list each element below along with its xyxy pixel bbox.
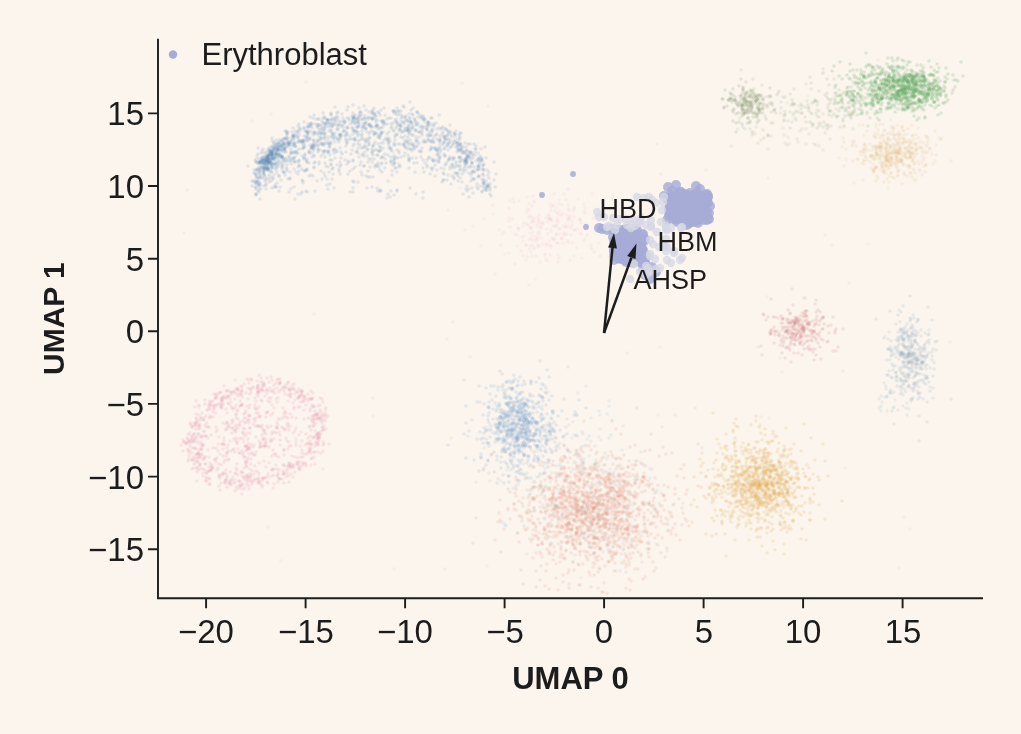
svg-text:−10: −10 bbox=[88, 459, 144, 496]
svg-text:0: 0 bbox=[126, 313, 144, 350]
svg-text:15: 15 bbox=[885, 613, 922, 650]
svg-text:−15: −15 bbox=[278, 613, 334, 650]
svg-text:15: 15 bbox=[107, 95, 144, 132]
svg-text:−10: −10 bbox=[377, 613, 433, 650]
svg-text:−5: −5 bbox=[106, 386, 144, 423]
svg-text:HBM: HBM bbox=[658, 227, 718, 257]
svg-text:−5: −5 bbox=[486, 613, 524, 650]
svg-text:10: 10 bbox=[107, 168, 144, 205]
svg-text:5: 5 bbox=[695, 613, 713, 650]
svg-text:0: 0 bbox=[595, 613, 613, 650]
svg-text:10: 10 bbox=[785, 613, 822, 650]
svg-text:UMAP 0: UMAP 0 bbox=[512, 661, 629, 696]
svg-text:Erythroblast: Erythroblast bbox=[202, 37, 368, 72]
svg-text:HBD: HBD bbox=[600, 194, 657, 224]
svg-text:UMAP 1: UMAP 1 bbox=[37, 262, 70, 375]
svg-text:−15: −15 bbox=[88, 531, 144, 568]
svg-text:5: 5 bbox=[126, 241, 144, 278]
svg-text:−20: −20 bbox=[178, 613, 234, 650]
svg-text:AHSP: AHSP bbox=[634, 265, 708, 295]
